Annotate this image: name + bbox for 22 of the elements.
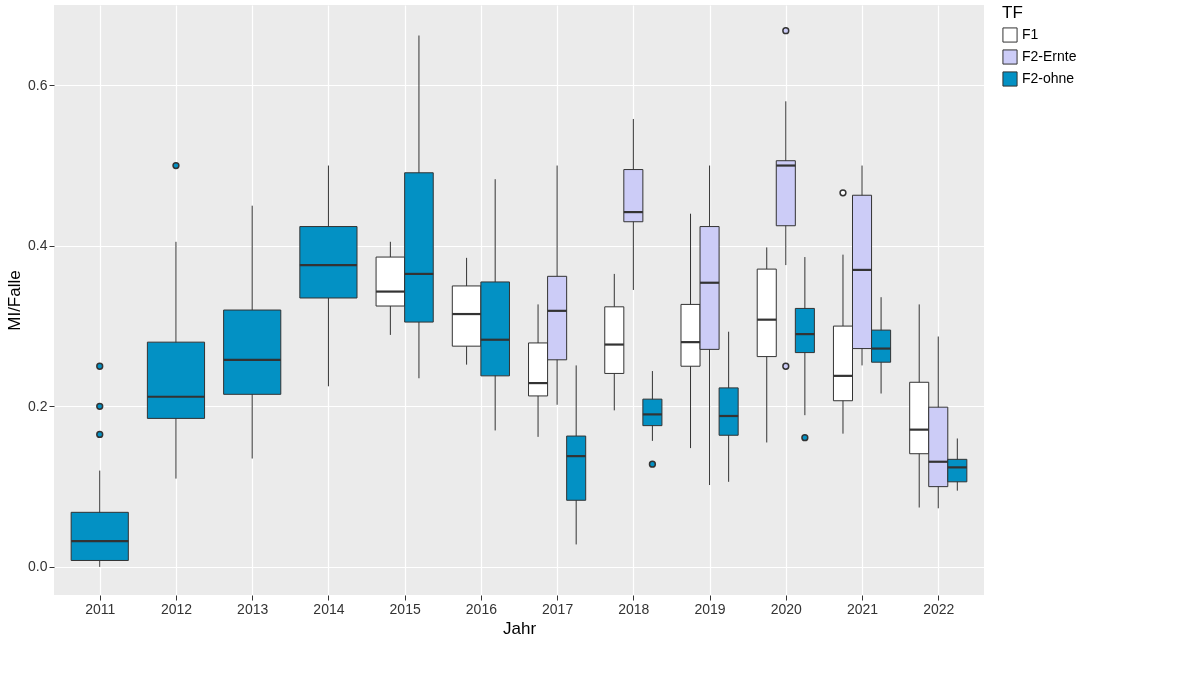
x-tick-label: 2022 xyxy=(923,600,955,617)
x-tick-label: 2015 xyxy=(389,600,421,617)
x-tick-label: 2016 xyxy=(465,600,498,617)
x-tick-label: 2021 xyxy=(846,600,879,617)
x-tick-label: 2012 xyxy=(160,600,193,617)
x-axis-title: Jahr xyxy=(502,618,537,638)
y-axis-title: MI/Falle xyxy=(5,270,25,331)
y-tick-label: 0.6 xyxy=(28,76,48,93)
x-tick-label: 2020 xyxy=(770,600,803,617)
x-tick-label: 2019 xyxy=(694,600,726,617)
y-tick-label: 0.4 xyxy=(28,237,48,254)
y-tick-label: 0.2 xyxy=(28,397,48,414)
legend-label: F1 xyxy=(1022,26,1039,42)
y-tick-label: 0.0 xyxy=(28,558,48,575)
x-tick-label: 2018 xyxy=(618,600,650,617)
x-tick-label: 2011 xyxy=(85,600,116,617)
legend-label: F2-Ernte xyxy=(1022,48,1077,64)
x-tick-label: 2017 xyxy=(542,600,574,617)
x-tick-label: 2013 xyxy=(237,600,269,617)
legend-title: TF xyxy=(1002,3,1023,22)
x-tick-label: 2014 xyxy=(313,600,345,617)
legend-label: F2-ohne xyxy=(1022,70,1075,86)
